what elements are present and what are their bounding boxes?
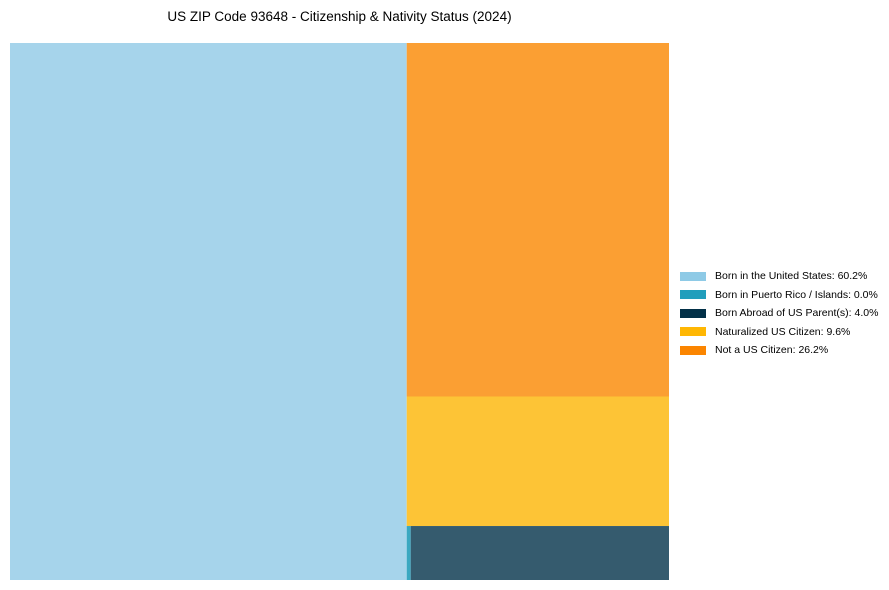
legend-swatch (680, 345, 706, 355)
treemap-tile-born-abroad-of-us-parent-s (410, 526, 669, 580)
legend-swatch (680, 308, 706, 318)
legend-label: Born Abroad of US Parent(s): 4.0% (715, 307, 879, 320)
treemap-tile-born-in-the-united-states (10, 43, 407, 580)
chart-title: US ZIP Code 93648 - Citizenship & Nativi… (167, 9, 512, 24)
legend: Born in the United States: 60.2% Born in… (680, 267, 878, 360)
legend-swatch (680, 290, 706, 300)
legend-item-born-abroad: Born Abroad of US Parent(s): 4.0% (680, 304, 878, 323)
legend-swatch (680, 271, 706, 281)
legend-item-born-in-puerto-rico: Born in Puerto Rico / Islands: 0.0% (680, 286, 878, 305)
legend-swatch (680, 327, 706, 337)
legend-label: Born in the United States: 60.2% (715, 270, 868, 283)
legend-label: Born in Puerto Rico / Islands: 0.0% (715, 288, 878, 301)
treemap-tile-naturalized-us-citizen (406, 396, 669, 527)
treemap-tile-not-a-us-citizen (406, 43, 669, 397)
legend-label: Not a US Citizen: 26.2% (715, 344, 829, 357)
legend-item-naturalized: Naturalized US Citizen: 9.6% (680, 323, 878, 342)
treemap-tile-born-in-puerto-rico-islands (406, 526, 411, 580)
legend-item-born-in-us: Born in the United States: 60.2% (680, 267, 878, 286)
legend-label: Naturalized US Citizen: 9.6% (715, 325, 851, 338)
legend-item-not-citizen: Not a US Citizen: 26.2% (680, 341, 878, 360)
